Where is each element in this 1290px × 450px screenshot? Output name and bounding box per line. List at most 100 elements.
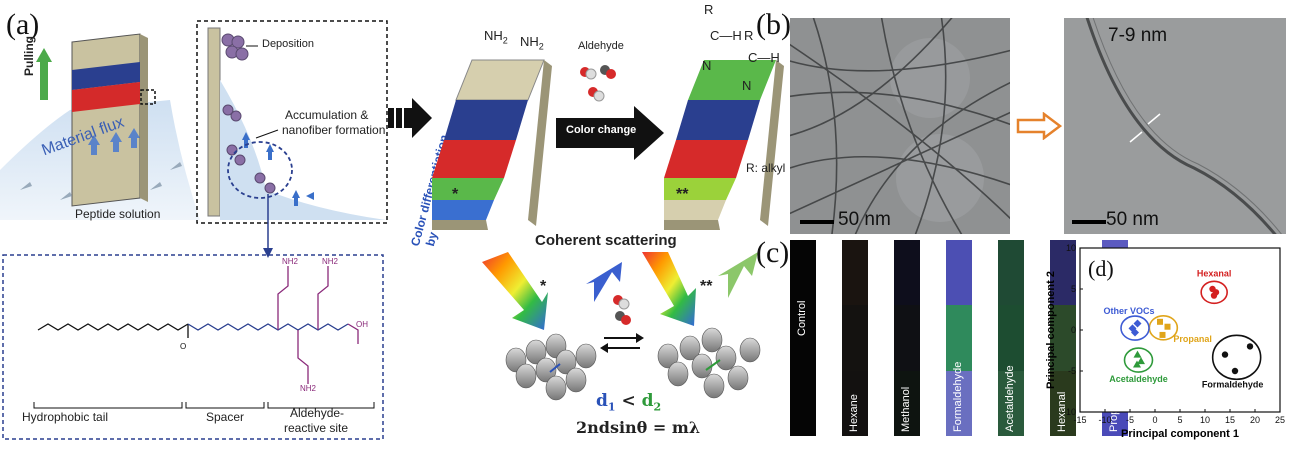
hydrophobic-tail-label: Hydrophobic tail [22, 410, 109, 424]
cluster-ellipse-other-vocs [1120, 315, 1150, 341]
strip-segment [842, 240, 868, 306]
strip-segment [790, 305, 816, 371]
strip-segment [1050, 305, 1076, 371]
aldehyde-molecules [580, 65, 616, 102]
scale-label-right: 50 nm [1106, 209, 1159, 230]
aldehyde-reactive-label-2: reactive site [284, 421, 349, 435]
strip-segment [894, 370, 920, 436]
strip-segment [894, 240, 920, 306]
strip-segment [946, 240, 972, 306]
plot-frame [1079, 247, 1281, 413]
ch-label-2: C—H [748, 50, 780, 65]
data-point [1137, 357, 1145, 365]
pulling-illustration [0, 33, 200, 220]
n-label-2: N [742, 78, 752, 93]
deposition-zoom-box [196, 20, 388, 224]
bragg-equation: 2ndsinθ = mλ [576, 418, 701, 437]
data-point [1159, 331, 1166, 338]
group-label-acetaldehyde: Acetaldehyde [1109, 374, 1168, 384]
scale-bar-left [800, 220, 834, 224]
x-tick-label: 10 [1200, 415, 1210, 425]
film-stack-before [432, 59, 552, 230]
y-tick-label: 10 [1066, 243, 1076, 253]
x-tick-label: 15 [1225, 415, 1235, 425]
deposition-label: Deposition [262, 38, 314, 50]
group-label-hexanal: Hexanal [1197, 268, 1232, 278]
panel-label-d: (d) [1088, 256, 1114, 281]
pulling-label: Pulling [22, 36, 36, 76]
panel-label-c: (c) [756, 236, 790, 269]
data-point [1221, 351, 1229, 358]
data-point [1133, 350, 1142, 358]
aldehyde-label: Aldehyde [578, 40, 624, 52]
color-change-label: Color change [566, 124, 637, 136]
x-axis-label: Principal component 1 [1121, 428, 1239, 440]
strip-label-acetaldehyde: Acetaldehyde [1004, 365, 1016, 432]
cluster-ellipse-formaldehyde [1211, 334, 1262, 381]
ch-label-1: C—H [710, 28, 742, 43]
y-tick-label: 5 [1071, 284, 1076, 294]
strip-label-control: Control [796, 300, 808, 336]
nanofiber-label: nanofiber formation [282, 123, 386, 137]
scatter-star-single: * [540, 278, 547, 295]
cluster-ellipse-acetaldehyde [1123, 347, 1154, 373]
strip-segment [894, 305, 920, 371]
strip-label-methanol: Methanol [900, 386, 912, 432]
color-change-arrow [556, 106, 664, 160]
n-label-1: N [702, 58, 712, 73]
strip-segment [946, 370, 972, 436]
x-tick-label: -5 [1126, 415, 1134, 425]
chem-o-1: O [180, 342, 187, 351]
nh2-label-2: NH2 [520, 34, 544, 52]
strip-label-hexane: Hexane [848, 394, 860, 432]
strip-segment [998, 370, 1024, 436]
peptide-structure-box [2, 254, 384, 440]
chem-nh2-2: NH2 [322, 257, 339, 266]
x-tick-label: -10 [1098, 415, 1111, 425]
chem-nh2-1: NH2 [282, 257, 299, 266]
strip-segment [998, 305, 1024, 371]
x-tick-label: 5 [1177, 415, 1182, 425]
strip-segment [946, 305, 972, 371]
strip-segment [1050, 240, 1076, 306]
chem-nh2-3: NH2 [300, 384, 317, 393]
peptide-solution-label: Peptide solution [75, 207, 161, 221]
scattering-illustration [482, 252, 761, 401]
accumulation-label: Accumulation & [285, 108, 369, 122]
zoom-arrow-right [1016, 112, 1062, 140]
scale-label-left: 50 nm [838, 209, 891, 230]
x-tick-label: 25 [1275, 415, 1285, 425]
x-tick-label: 20 [1250, 415, 1260, 425]
strip-segment [842, 305, 868, 371]
data-point [1133, 360, 1141, 368]
group-label-formaldehyde: Formaldehyde [1202, 379, 1264, 389]
data-point [1131, 328, 1139, 337]
r-alkyl-label: R: alkyl [746, 161, 786, 175]
x-tick-label: -15 [1073, 415, 1086, 425]
strip-segment [998, 240, 1024, 306]
star-single: * [452, 186, 459, 203]
data-point [1246, 343, 1254, 350]
data-point [1210, 292, 1218, 299]
panel-label-b: (b) [756, 8, 791, 41]
chem-oh: OH [356, 320, 368, 329]
r-label-1: R [704, 2, 714, 17]
data-point [1231, 367, 1239, 375]
connector-arrow [263, 194, 273, 258]
strip-segment [790, 240, 816, 306]
y-tick-label: 0 [1071, 325, 1076, 335]
fiber-width-label: 7-9 nm [1108, 25, 1168, 46]
d-relation: d1 < d2 [596, 391, 662, 414]
data-point [1157, 318, 1163, 325]
cluster-ellipse-hexanal [1200, 280, 1228, 305]
group-label-other-vocs: Other VOCs [1103, 306, 1154, 316]
y-tick-label: -5 [1068, 366, 1076, 376]
block-arrow-right [388, 98, 432, 138]
scale-bar-right [1072, 220, 1106, 224]
group-label-propanal: Propanal [1173, 334, 1212, 344]
strip-segment [842, 370, 868, 436]
nh2-label-1: NH2 [484, 28, 508, 46]
y-axis-label: Principal component 2 [1045, 271, 1057, 389]
tem-image-left [790, 18, 1010, 234]
